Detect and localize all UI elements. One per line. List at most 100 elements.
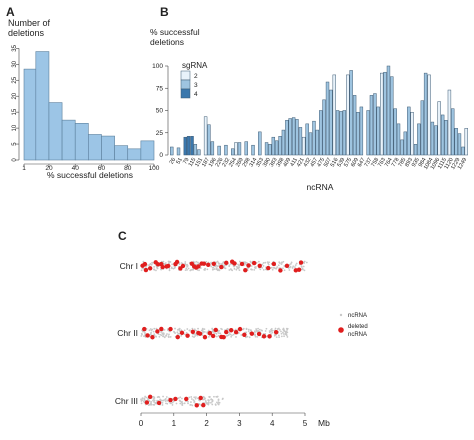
deleted-ncrna-point: [196, 264, 201, 269]
ncrna-point: [153, 266, 156, 268]
ncrna-point: [188, 396, 191, 399]
ncrna-bar: [305, 123, 309, 156]
ncrna-point: [205, 260, 208, 263]
ncrna-bar: [417, 123, 421, 156]
ncrna-point: [140, 335, 143, 337]
ncrna-point: [256, 335, 259, 338]
ncrna-point: [249, 329, 252, 331]
chr-x-tick-label: 1: [172, 419, 177, 428]
bars-x-axis: 2651791151511871962262322542692983143533…: [169, 157, 469, 171]
ncrna-bar: [190, 136, 194, 156]
ncrna-point: [280, 261, 283, 264]
hist-y-tick-label: 10: [12, 124, 18, 131]
ncrna-point: [155, 335, 158, 338]
ncrna-point: [218, 329, 221, 332]
bars-x-tick-label: 1229: [450, 157, 461, 171]
hist-x-axis: 1 20 40 60 80 100: [22, 163, 160, 172]
ncrna-point: [264, 261, 267, 264]
deleted-ncrna-point: [273, 329, 279, 335]
bars-x-tick-label: 1115: [437, 157, 448, 170]
ncrna-point: [178, 330, 181, 332]
ncrna-point: [166, 333, 168, 335]
ncrna-bar: [403, 131, 407, 156]
ncrna-point: [162, 395, 164, 398]
ncrna-bar: [376, 106, 380, 156]
ncrna-point: [162, 335, 164, 338]
ncrna-point: [190, 398, 193, 400]
legend-ncrna-marker: [339, 313, 343, 317]
ncrna-point: [228, 332, 231, 334]
ncrna-point: [245, 336, 247, 339]
deleted-ncrna-point: [179, 330, 185, 336]
deleted-ncrna-point: [207, 330, 213, 336]
ncrna-point: [207, 401, 210, 404]
ncrna-point: [153, 268, 155, 271]
ncrna-point: [288, 263, 291, 266]
ncrna-point: [285, 334, 288, 337]
ncrna-point: [213, 332, 216, 335]
ncrna-point: [295, 262, 298, 265]
ncrna-point: [271, 331, 274, 334]
ncrna-point: [197, 327, 199, 330]
ncrna-point: [193, 336, 195, 339]
ncrna-point: [195, 260, 198, 263]
ncrna-bar: [342, 110, 347, 156]
ncrna-point: [277, 264, 280, 267]
deleted-ncrna-point: [198, 395, 203, 401]
deleted-ncrna-point: [213, 327, 218, 333]
ncrna-point: [247, 328, 250, 331]
ncrna-bar: [410, 112, 414, 156]
ncrna-bar: [244, 141, 248, 156]
hist-bar: [114, 145, 129, 161]
ncrna-bar: [332, 74, 336, 156]
ncrna-point: [150, 400, 153, 403]
hist-y-tick-label: 30: [12, 60, 18, 67]
hist-bar: [35, 51, 50, 161]
ncrna-point: [159, 333, 162, 336]
ncrna-point: [231, 334, 233, 337]
ncrna-bar: [352, 95, 357, 156]
ncrna-point: [271, 268, 274, 271]
ncrna-bar: [291, 117, 296, 156]
deleted-ncrna-point: [174, 259, 180, 265]
ncrna-point: [230, 335, 233, 338]
ncrna-bar: [461, 146, 465, 156]
deleted-ncrna-point: [194, 403, 199, 408]
ncrna-bar: [390, 76, 394, 156]
ncrna-point: [228, 265, 231, 268]
ncrna-point: [214, 265, 217, 268]
ncrna-point: [158, 335, 161, 338]
hist-y-tick-label: 15: [12, 108, 18, 115]
ncrna-point: [153, 327, 156, 330]
ncrna-point: [189, 269, 192, 272]
bars-x-tick-label: 187: [201, 157, 211, 168]
deleted-ncrna-point: [237, 326, 243, 332]
ncrna-point: [206, 268, 209, 271]
ncrna-bar: [454, 128, 458, 156]
ncrna-point: [217, 403, 220, 406]
ncrna-point: [161, 401, 164, 404]
ncrna-bar: [366, 110, 370, 156]
deleted-ncrna-point: [201, 402, 206, 408]
ncrna-point: [162, 333, 165, 335]
ncrna-bar: [430, 121, 435, 156]
deleted-ncrna-point: [201, 261, 207, 266]
deleted-ncrna-point: [229, 328, 234, 333]
ncrna-point: [180, 329, 183, 332]
ncrna-point: [282, 260, 285, 263]
chromosome-x-axis: 0 1 2 3 4 5: [139, 412, 308, 428]
ncrna-point: [148, 329, 151, 332]
deleted-ncrna-point: [211, 261, 217, 267]
ncrna-point: [177, 397, 180, 400]
deleted-ncrna-point: [202, 334, 208, 340]
ncrna-bar: [444, 120, 448, 156]
ncrna-point: [285, 330, 288, 333]
ncrna-point: [294, 264, 297, 267]
deleted-ncrna-point: [261, 334, 267, 339]
ncrna-point: [292, 265, 295, 268]
bars-x-tick-label: 539: [337, 157, 347, 168]
ncrna-point: [183, 402, 186, 405]
ncrna-bar: [386, 65, 391, 156]
ncrna-bar: [197, 149, 201, 156]
ncrna-point: [194, 397, 197, 400]
